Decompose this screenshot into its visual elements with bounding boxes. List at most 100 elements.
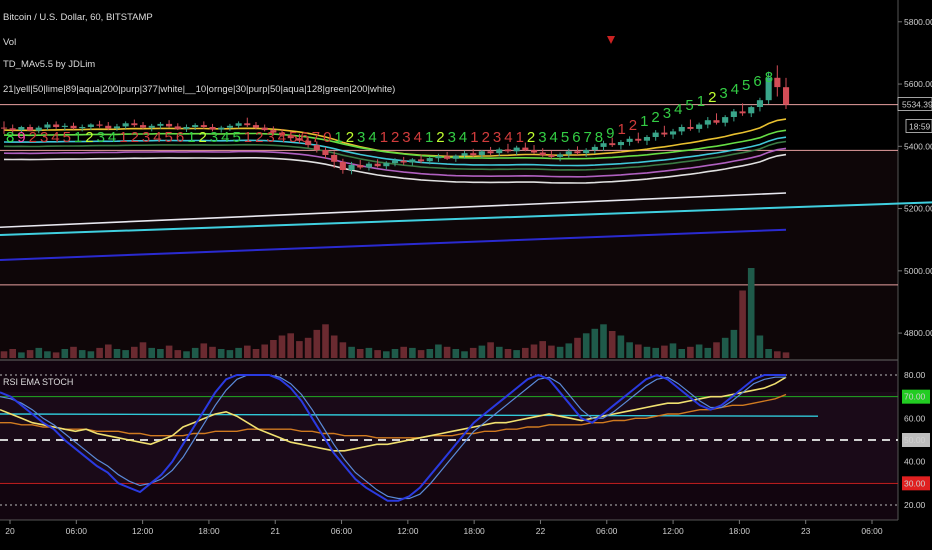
candle-body <box>609 143 616 146</box>
volume-bar <box>383 351 390 359</box>
volume-bar <box>304 337 312 359</box>
td-count-label: 3 <box>40 129 48 146</box>
candle-body <box>296 138 303 141</box>
candle-body <box>739 111 746 114</box>
td-count-label: 2 <box>391 129 399 146</box>
volume-bar <box>756 335 764 358</box>
volume-bar <box>365 347 373 358</box>
ma-200-line <box>3 147 787 178</box>
volume-bar <box>678 349 685 358</box>
volume-bar <box>774 351 781 359</box>
candle-body <box>452 155 459 159</box>
candle-body <box>252 125 259 128</box>
td-count-label: 4 <box>221 129 229 146</box>
volume-bar <box>591 328 599 359</box>
td-count-label: 8 <box>595 129 603 146</box>
volume-bar <box>270 340 277 358</box>
volume-bar <box>174 350 182 358</box>
time-tick-label: 23 <box>801 526 811 536</box>
time-tick-label: 22 <box>536 526 546 536</box>
candle-body <box>322 150 329 155</box>
candle-body <box>626 138 633 142</box>
price-tick-label: 5000.00 <box>904 266 932 276</box>
candle-body <box>478 151 485 155</box>
candle-body <box>313 145 320 151</box>
volume-bar <box>669 343 677 358</box>
td-count-label: 5 <box>685 97 693 114</box>
volume-bar <box>496 346 503 359</box>
osc-level-badge <box>902 389 930 404</box>
time-tick-label: 20 <box>5 526 15 536</box>
time-tick-label: 12:00 <box>132 526 154 536</box>
candle-body <box>261 127 268 131</box>
td-count-label: 4 <box>153 129 161 146</box>
time-tick-label: 18:00 <box>729 526 751 536</box>
price-tick-label: 5800.00 <box>904 17 932 27</box>
volume-bar <box>626 342 633 358</box>
td-count-label: 8 <box>6 129 14 146</box>
candle-body <box>522 147 529 151</box>
td-count-label: 4 <box>674 101 682 118</box>
td-count-label: 4 <box>504 129 512 146</box>
osc-tick-label: 20.00 <box>904 500 926 510</box>
td-count-label: 1 <box>187 129 195 146</box>
candle-body <box>348 165 355 170</box>
candle-body <box>670 131 677 135</box>
volume-bar <box>235 347 242 358</box>
candle-body <box>200 125 207 127</box>
volume-bar <box>44 351 51 359</box>
volume-bar <box>226 350 234 358</box>
osc-level-badge-label: 30.00 <box>904 478 926 488</box>
time-tick-label: 06:00 <box>66 526 88 536</box>
volume-bar <box>582 333 590 359</box>
price-tick-label: 5600.00 <box>904 79 932 89</box>
oscillator-band-fill <box>0 392 898 482</box>
td-count-label: 9 <box>17 129 25 146</box>
td-count-label: 2 <box>629 117 637 134</box>
td-count-label: 4 <box>108 129 116 146</box>
volume-bar <box>70 346 77 359</box>
td-count-label: 3 <box>719 85 727 102</box>
volume-bar <box>348 346 355 359</box>
candle-body <box>61 125 68 127</box>
osc-level-badge-label: 50.00 <box>904 435 926 445</box>
volume-label: Vol <box>3 37 17 48</box>
candle-body <box>70 125 77 129</box>
candle-body <box>400 160 407 163</box>
ma-long-blue-line <box>0 228 787 261</box>
ma-50-line <box>3 129 787 160</box>
volume-bar <box>739 290 746 358</box>
td-count-label: 4 <box>414 129 422 146</box>
td-count-label: 1 <box>119 129 127 146</box>
volume-bar <box>18 352 25 358</box>
candle-body <box>1 127 8 129</box>
td-count-label: 1 <box>640 113 648 130</box>
volume-bar <box>374 350 381 358</box>
td-count-label: 2 <box>651 109 659 126</box>
osc-k-line <box>0 373 786 502</box>
volume-bar <box>113 349 121 358</box>
volume-bar <box>556 346 564 359</box>
volume-bar <box>461 351 468 359</box>
td-count-label: 3 <box>663 105 671 122</box>
volume-bar <box>296 341 303 358</box>
candle-body <box>496 149 503 154</box>
volume-bar <box>356 349 364 358</box>
td-count-label: 2 <box>199 129 207 146</box>
volume-bar <box>452 349 460 358</box>
td-count-label: 3 <box>448 129 456 146</box>
volume-bar <box>435 344 442 358</box>
volume-bar <box>217 349 225 358</box>
oscillator-title: RSI EMA STOCH <box>3 377 74 387</box>
time-tick-label: 18:00 <box>464 526 486 536</box>
volume-bar <box>565 343 573 358</box>
candle-body <box>383 163 390 167</box>
candle-body <box>704 120 711 125</box>
candle-body <box>183 127 190 129</box>
td-count-label: 2 <box>255 129 263 146</box>
candle-body <box>79 127 86 129</box>
td-count-label: 1 <box>74 129 82 146</box>
volume-bar <box>165 345 173 358</box>
td-count-label: 3 <box>493 129 501 146</box>
volume-bar <box>409 347 416 358</box>
